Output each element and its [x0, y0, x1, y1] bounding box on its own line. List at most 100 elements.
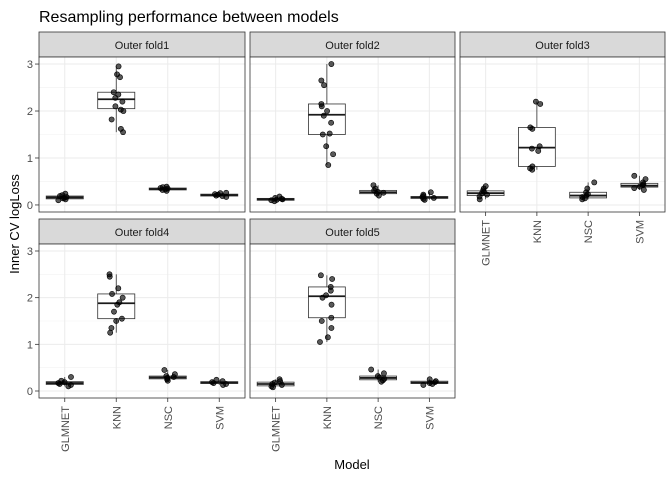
data-point: [320, 112, 327, 119]
data-point: [117, 106, 124, 113]
data-point: [323, 292, 329, 299]
data-point: [420, 191, 427, 198]
data-point: [161, 367, 168, 373]
data-point: [327, 284, 334, 290]
data-point: [213, 376, 220, 383]
data-point: [368, 366, 375, 373]
data-point: [223, 189, 230, 196]
y-tick-label: 0: [27, 386, 33, 398]
data-point: [328, 325, 335, 331]
data-point: [380, 189, 387, 196]
data-point: [328, 314, 335, 321]
data-point: [276, 193, 283, 200]
data-point: [318, 77, 325, 84]
data-point: [58, 377, 65, 384]
data-point: [212, 191, 218, 198]
data-point: [631, 172, 638, 179]
y-tick-label: 3: [27, 59, 33, 71]
data-point: [535, 148, 542, 154]
facet-strip: [459, 31, 666, 58]
data-point: [114, 71, 120, 78]
facet-strip-label: Outer fold3: [535, 40, 589, 52]
data-point: [318, 318, 325, 324]
data-point: [119, 315, 125, 322]
facet-strip-label: Outer fold5: [325, 227, 379, 239]
panel-border: [38, 243, 246, 399]
y-tick-label: 2: [27, 106, 33, 118]
facet-strip: [249, 31, 456, 58]
data-point: [584, 185, 591, 192]
facet-panels: Outer fold1 0 1 2 3 Outer fold2 Outer fold3 GLM…: [27, 31, 666, 452]
facet-panel: Outer fold3 GLMNET KNN NSC SVM: [459, 31, 666, 266]
panel-border: [459, 56, 666, 213]
data-point: [426, 376, 433, 383]
facet-panel: Outer fold4 0 1 2 3 GLMNET KNN NSC SVM: [27, 218, 246, 452]
data-point: [324, 108, 330, 114]
x-tick-label: NSC: [373, 406, 385, 429]
data-point: [642, 176, 649, 183]
data-point: [68, 374, 74, 380]
data-point: [115, 63, 122, 70]
panel-border: [249, 56, 456, 213]
x-tick-label: GLMNET: [481, 220, 493, 266]
y-tick-label: 2: [27, 293, 33, 305]
data-point: [326, 130, 333, 137]
x-tick-label: KNN: [111, 406, 123, 429]
data-point: [325, 162, 332, 168]
data-point: [536, 143, 543, 150]
data-point: [163, 373, 170, 379]
facet-panel: Outer fold5 GLMNET KNN NSC SVM: [249, 218, 456, 452]
data-point: [420, 382, 427, 388]
data-point: [328, 119, 335, 126]
x-tick-label: SVM: [634, 220, 646, 244]
x-axis-title: Model: [334, 457, 370, 472]
facet-panel: Outer fold2: [249, 31, 456, 213]
data-point: [113, 318, 120, 324]
data-point: [537, 101, 544, 107]
data-point: [330, 151, 337, 158]
data-point: [117, 125, 124, 132]
facet-strip-label: Outer fold4: [115, 227, 169, 239]
x-tick-label: KNN: [532, 220, 544, 243]
x-tick-label: SVM: [214, 406, 226, 430]
data-point: [317, 272, 324, 279]
data-point: [318, 101, 325, 107]
y-tick-label: 1: [27, 339, 33, 351]
data-point: [317, 339, 323, 345]
data-point: [163, 183, 170, 190]
data-point: [381, 370, 387, 377]
data-point: [217, 190, 224, 197]
data-point: [529, 145, 535, 152]
y-tick-label: 0: [27, 200, 33, 212]
data-point: [171, 371, 178, 378]
data-point: [374, 373, 381, 379]
x-tick-label: NSC: [583, 220, 595, 243]
y-axis-title: Inner CV logLoss: [7, 174, 22, 274]
data-point: [329, 276, 336, 282]
x-tick-label: SVM: [424, 406, 436, 430]
data-point: [271, 379, 278, 386]
data-point: [591, 179, 598, 186]
facet-strip-label: Outer fold2: [325, 40, 379, 52]
data-point: [529, 163, 536, 170]
data-point: [119, 294, 126, 301]
data-point: [324, 334, 331, 341]
facet-strip: [38, 218, 246, 245]
y-tick-label: 1: [27, 153, 33, 165]
data-point: [108, 325, 115, 331]
data-point: [276, 376, 283, 383]
data-point: [319, 131, 326, 138]
box-body: [308, 286, 346, 319]
data-point: [427, 189, 434, 196]
panel-border: [249, 243, 456, 399]
chart-title: Resampling performance between models: [39, 9, 339, 26]
data-point: [532, 98, 539, 105]
facet-strip: [38, 31, 246, 58]
data-point: [432, 378, 439, 385]
data-point: [111, 308, 117, 315]
data-point: [107, 329, 114, 336]
x-tick-label: GLMNET: [60, 406, 72, 452]
data-point: [108, 116, 115, 123]
data-point: [381, 375, 388, 382]
